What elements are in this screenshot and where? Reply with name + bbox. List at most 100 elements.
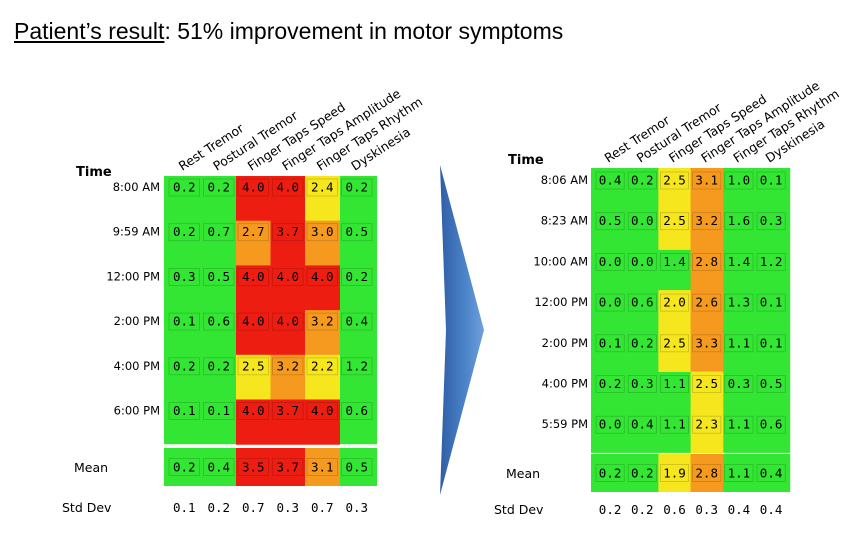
cell-value: 4.0 [311, 269, 334, 284]
std-value: 0.4 [728, 502, 751, 517]
row-label: 10:00 AM [533, 254, 588, 268]
cell-value: 0.3 [760, 213, 783, 228]
cell-box [692, 293, 722, 312]
cell-box [756, 252, 786, 271]
cell-value: 1.3 [728, 295, 751, 310]
cell-box [692, 464, 722, 482]
cell-box [595, 464, 625, 482]
heatmap-cell [270, 399, 306, 445]
heatmap-cell [658, 208, 692, 250]
cell-value: 0.6 [345, 403, 368, 418]
row-label: 12:00 PM [534, 295, 588, 309]
cell-value: 2.4 [311, 180, 334, 195]
cell-value: 2.6 [695, 295, 718, 310]
cell-value: 0.5 [207, 269, 230, 284]
cell-value: 3.2 [276, 358, 299, 373]
cell-value: 2.5 [242, 358, 265, 373]
headline-separator: : [164, 18, 171, 44]
cell-box [272, 402, 304, 420]
row-label: 8:06 AM [541, 173, 588, 187]
cell-box [168, 267, 200, 286]
cell-box [203, 357, 235, 376]
std-label: Std Dev [62, 500, 112, 515]
mean-value: 1.1 [728, 466, 751, 481]
cell-box [595, 212, 625, 231]
cell-box [237, 267, 269, 286]
cell-box [756, 415, 786, 434]
cell-value: 0.4 [599, 173, 622, 188]
cell-box [237, 178, 269, 197]
time-header: Time [508, 153, 544, 168]
std-label: Std Dev [494, 502, 544, 517]
cell-box [341, 178, 373, 197]
cell-value: 0.2 [207, 358, 230, 373]
std-value: 0.2 [599, 502, 622, 517]
cell-value: 1.0 [728, 173, 751, 188]
row-label: 4:00 PM [114, 359, 160, 373]
cell-value: 2.5 [663, 173, 686, 188]
page-headline: Patient’s result: 51% improvement in mot… [14, 18, 563, 45]
cell-box [341, 267, 373, 286]
cell-value: 0.4 [345, 314, 368, 329]
cell-value: 0.3 [631, 376, 654, 391]
cell-box [306, 223, 338, 242]
cell-box [272, 267, 304, 286]
cell-value: 0.1 [760, 173, 783, 188]
cell-box [660, 212, 690, 231]
cell-value: 0.2 [345, 180, 368, 195]
cell-box [272, 312, 304, 331]
headline-label: Patient’s result [14, 18, 165, 44]
cell-box [756, 212, 786, 231]
mean-value: 1.9 [663, 466, 686, 481]
mean-cell [305, 448, 340, 486]
cell-value: 0.5 [345, 224, 368, 239]
cell-box [168, 402, 200, 420]
cell-box [756, 334, 786, 353]
cell-box [595, 415, 625, 434]
cell-box [692, 375, 722, 393]
cell-box [756, 375, 786, 393]
row-label: 2:00 PM [542, 336, 588, 350]
mean-value: 0.2 [631, 466, 654, 481]
cell-box [203, 312, 235, 331]
cell-value: 0.5 [760, 376, 783, 391]
heatmap-cell [270, 220, 306, 266]
cell-box [660, 415, 690, 434]
cell-box [237, 357, 269, 376]
cell-value: 0.1 [173, 314, 196, 329]
cell-value: 0.1 [760, 335, 783, 350]
right-arrow-icon [440, 165, 484, 495]
heatmap-cell [690, 208, 724, 250]
cell-box [660, 375, 690, 393]
row-label: 5:59 PM [542, 417, 588, 431]
cell-value: 0.1 [173, 403, 196, 418]
mean-value: 3.5 [242, 460, 265, 475]
cell-value: 2.3 [695, 417, 718, 432]
cell-value: 4.0 [242, 180, 265, 195]
std-value: 0.3 [695, 502, 718, 517]
heatmap-cell [236, 399, 271, 445]
mean-label: Mean [506, 466, 540, 481]
row-label: 6:00 PM [114, 404, 160, 418]
cell-box [341, 402, 373, 420]
cell-box [272, 178, 304, 197]
cell-value: 1.2 [760, 254, 783, 269]
cell-value: 0.1 [207, 403, 230, 418]
cell-value: 4.0 [242, 314, 265, 329]
cell-box [306, 178, 338, 197]
cell-box [306, 357, 338, 376]
cell-box [692, 252, 722, 271]
cell-box [306, 402, 338, 420]
cell-box [237, 312, 269, 331]
heatmap-cell [305, 265, 340, 311]
std-value: 0.3 [276, 500, 299, 515]
cell-box [692, 415, 722, 434]
cell-box [272, 223, 304, 242]
cell-value: 1.2 [345, 358, 368, 373]
cell-value: 0.0 [631, 213, 654, 228]
cell-box [272, 458, 304, 476]
mean-cell [658, 454, 692, 492]
cell-box [627, 464, 657, 482]
cell-value: 2.7 [242, 224, 265, 239]
cell-value: 0.2 [599, 376, 622, 391]
